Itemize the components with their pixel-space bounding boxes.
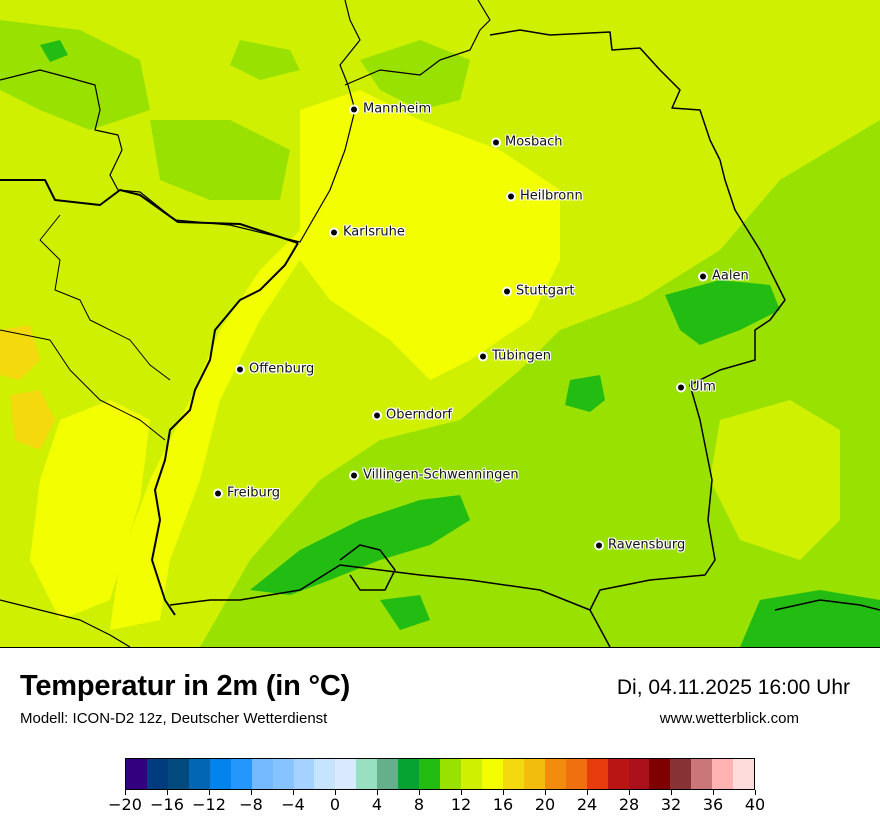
colorbar-tick-label: 12 [450,795,472,814]
colorbar-tick [124,790,126,795]
city-marker-icon [351,472,357,478]
city-mannheim: Mannheim [351,102,431,117]
city-marker-icon [351,106,357,112]
colorbar-tick [334,790,336,795]
city-villingen-schwenningen: Villingen-Schwenningen [351,468,519,483]
colorbar-segment [314,759,336,789]
colorbar-segment [670,759,692,789]
colorbar-segment [461,759,482,789]
colorbar-ticks: −20 −16 −12 −8 −4 0 4 8 12 16 20 24 28 32 36 40 [108,790,765,830]
colorbar-segment [209,759,231,789]
colorbar-segment [691,759,713,789]
colorbar-segment [440,759,461,789]
colorbar-segment [251,759,273,789]
city-offenburg: Offenburg [237,362,314,377]
colorbar-segment [398,759,420,789]
city-stuttgart: Stuttgart [504,284,574,299]
colorbar-tick [544,790,546,795]
colorbar-tick-label: 8 [413,795,425,814]
city-marker-icon [374,412,380,418]
colorbar-tick-label: −12 [192,795,226,814]
colorbar-segment [607,759,629,789]
colorbar-segment [335,759,357,789]
colorbar-segment [419,759,441,789]
colorbar-tick [292,790,294,795]
colorbar-segment [272,759,294,789]
website-credit: www.wetterblick.com [659,710,799,727]
map-title: Temperatur in 2m (in °C) [20,670,351,702]
colorbar-segment [649,759,671,789]
colorbar-tick-label: −8 [239,795,263,814]
city-marker-icon [331,229,337,235]
colorbar-tick [376,790,378,795]
city-ulm: Ulm [678,380,716,395]
colorbar-tick-label: −16 [150,795,184,814]
colorbar-segment [230,759,252,789]
colorbar-tick-label: 4 [371,795,383,814]
colorbar-segment [733,759,755,789]
colorbar-tick-label: 0 [329,795,341,814]
colorbar-tick [418,790,420,795]
city-marker-icon [215,490,221,496]
colorbar-tick-label: −20 [108,795,142,814]
city-freiburg: Freiburg [215,486,280,501]
colorbar-tick [628,790,630,795]
city-oberndorf: Oberndorf [374,408,452,423]
city-aalen: Aalen [700,269,749,284]
colorbar-tick-label: 20 [534,795,556,814]
colorbar-tick [712,790,714,795]
city-heilbronn: Heilbronn [508,189,583,204]
colorbar-segment [188,759,210,789]
city-marker-icon [493,139,499,145]
city-tuebingen: Tübingen [480,349,551,364]
colorbar-segment [565,759,587,789]
colorbar-tick [502,790,504,795]
colorbar-tick-label: 40 [744,795,766,814]
city-marker-icon [504,288,510,294]
colorbar-tick-label: 32 [660,795,682,814]
colorbar-segment [356,759,378,789]
colorbar-tick [754,790,756,795]
model-info: Modell: ICON-D2 12z, Deutscher Wetterdie… [20,710,328,727]
colorbar-segment [544,759,566,789]
colorbar-tick-label: 16 [492,795,514,814]
colorbar-segment [523,759,545,789]
colorbar-tick-label: −4 [281,795,305,814]
city-ravensburg: Ravensburg [596,538,685,553]
colorbar-segment [377,759,399,789]
colorbar-tick [250,790,252,795]
colorbar-segment [146,759,168,789]
colorbar-tick-label: 28 [618,795,640,814]
colorbar-segment [481,759,503,789]
colorbar-segment [167,759,189,789]
colorbar-tick [460,790,462,795]
colorbar-tick-label: 24 [576,795,598,814]
city-mosbach: Mosbach [493,135,563,150]
colorbar-tick-label: 36 [702,795,724,814]
colorbar-segment [502,759,524,789]
colorbar-segment [712,759,734,789]
city-marker-icon [596,542,602,548]
city-marker-icon [508,193,514,199]
colorbar-segment [628,759,650,789]
forecast-datetime: Di, 04.11.2025 16:00 Uhr [616,676,850,699]
colorbar-tick [670,790,672,795]
temperature-map: Mannheim Mosbach Heilbronn Karlsruhe Stu… [0,0,880,648]
colorbar-tick [166,790,168,795]
city-marker-icon [237,366,243,372]
temperature-field [0,0,880,647]
city-marker-icon [678,384,684,390]
city-marker-icon [480,353,486,359]
colorbar-segment [126,759,147,789]
city-karlsruhe: Karlsruhe [331,225,405,240]
colorbar-segment [293,759,315,789]
city-marker-icon [700,273,706,279]
colorbar-tick [208,790,210,795]
colorbar-tick [586,790,588,795]
temperature-colorbar [125,758,755,790]
colorbar-segment [586,759,608,789]
